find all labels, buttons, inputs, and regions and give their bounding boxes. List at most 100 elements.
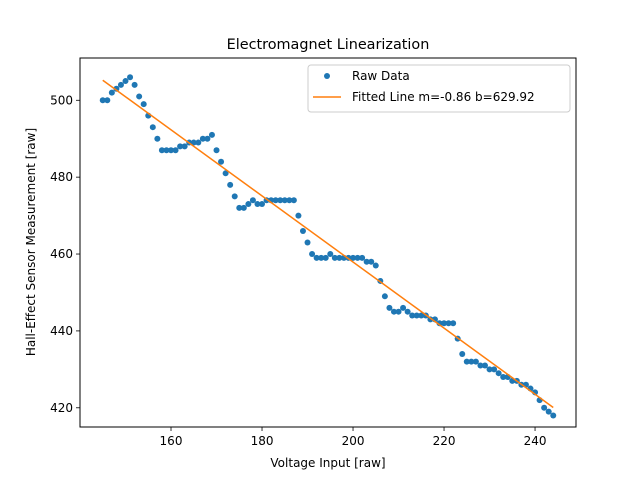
raw-data-point	[500, 374, 507, 381]
x-tick-label: 200	[342, 434, 365, 448]
raw-data-point	[322, 254, 329, 261]
raw-data-point	[181, 143, 188, 150]
raw-data-point	[163, 147, 170, 154]
raw-data-point	[459, 350, 466, 357]
raw-data-point	[249, 197, 256, 204]
legend-box	[307, 64, 571, 113]
raw-data-point	[117, 81, 124, 88]
raw-data-point	[359, 254, 366, 261]
raw-data-point	[286, 197, 293, 204]
legend: Raw Data Fitted Line m=-0.86 b=629.92	[307, 64, 571, 113]
raw-data-point	[140, 101, 147, 108]
y-tick-label: 480	[50, 170, 73, 184]
x-axis-label: Voltage Input [raw]	[270, 456, 385, 470]
raw-data-point	[390, 308, 397, 315]
raw-data-point	[318, 254, 325, 261]
raw-data-point	[204, 135, 211, 142]
legend-label-raw-data: Raw Data	[352, 69, 410, 83]
raw-data-point	[336, 254, 343, 261]
raw-data-point	[113, 85, 120, 92]
raw-data-point	[304, 239, 311, 246]
raw-data-point	[363, 258, 370, 265]
raw-data-point	[327, 251, 334, 258]
raw-data-point	[172, 147, 179, 154]
fitted-line	[102, 79, 554, 409]
raw-data-point	[354, 254, 361, 261]
raw-data-point	[331, 254, 338, 261]
raw-data-point	[240, 204, 247, 211]
raw-data-point	[350, 254, 357, 261]
plot-frame	[79, 57, 577, 428]
raw-data-point	[418, 312, 425, 319]
raw-data-point	[550, 412, 557, 419]
raw-data-point	[277, 197, 284, 204]
x-tick-label: 240	[524, 434, 547, 448]
raw-data-point	[541, 404, 548, 411]
raw-data-point	[313, 254, 320, 261]
x-axis-ticks: 160 180 200 220 240	[160, 427, 547, 448]
x-tick-label: 160	[160, 434, 183, 448]
raw-data-point	[108, 89, 115, 96]
raw-data-point	[208, 131, 215, 138]
raw-data-point	[450, 320, 457, 327]
raw-data-point	[254, 201, 261, 208]
chart-title: Electromagnet Linearization	[227, 37, 430, 53]
raw-data-point	[295, 212, 302, 219]
raw-data-point	[468, 358, 475, 365]
plot-content	[99, 74, 557, 419]
raw-data-point	[481, 362, 488, 369]
raw-data-point	[445, 320, 452, 327]
y-tick-label: 420	[50, 401, 73, 415]
y-tick-label: 500	[50, 93, 73, 107]
y-tick-label: 440	[50, 324, 73, 338]
raw-data-point	[472, 358, 479, 365]
raw-data-point	[190, 139, 197, 146]
raw-data-point	[281, 197, 288, 204]
raw-data-point	[409, 312, 416, 319]
raw-data-point	[99, 97, 106, 104]
raw-data-point	[195, 139, 202, 146]
raw-data-point	[259, 201, 266, 208]
raw-data-point	[177, 143, 184, 150]
raw-data-point	[491, 366, 498, 373]
raw-data-point	[245, 201, 252, 208]
raw-data-point	[213, 147, 220, 154]
y-tick-label: 460	[50, 247, 73, 261]
raw-data-point	[236, 204, 243, 211]
raw-data-point	[168, 147, 175, 154]
legend-label-fitted-line: Fitted Line m=-0.86 b=629.92	[352, 90, 535, 104]
raw-data-point	[441, 320, 448, 327]
raw-data-point	[368, 258, 375, 265]
raw-data-point	[495, 370, 502, 377]
raw-data-point	[545, 408, 552, 415]
raw-data-point	[127, 74, 134, 81]
x-tick-label: 220	[433, 434, 456, 448]
x-tick-label: 180	[251, 434, 274, 448]
raw-data-point	[372, 262, 379, 269]
raw-data-point	[199, 135, 206, 142]
raw-data-point	[136, 93, 143, 100]
raw-data-point	[104, 97, 111, 104]
raw-data-point	[413, 312, 420, 319]
raw-data-point	[154, 135, 161, 142]
raw-data-point	[272, 197, 279, 204]
raw-data-point	[131, 81, 138, 88]
raw-data-point	[436, 320, 443, 327]
raw-data-point	[158, 147, 165, 154]
raw-data-point	[463, 358, 470, 365]
raw-data-point	[309, 251, 316, 258]
raw-data-point	[231, 193, 238, 200]
raw-data-point	[381, 293, 388, 300]
raw-data-point	[149, 124, 156, 131]
y-axis-label: Hall-Effect Sensor Measurement [raw]	[24, 128, 38, 356]
raw-data-point	[227, 181, 234, 188]
raw-data-point	[477, 362, 484, 369]
raw-data-point	[400, 304, 407, 311]
legend-marker-raw-data	[324, 73, 330, 79]
raw-data-point	[290, 197, 297, 204]
raw-data-point	[486, 366, 493, 373]
raw-data-point	[386, 304, 393, 311]
raw-data-point	[395, 308, 402, 315]
raw-data-point	[122, 78, 129, 85]
